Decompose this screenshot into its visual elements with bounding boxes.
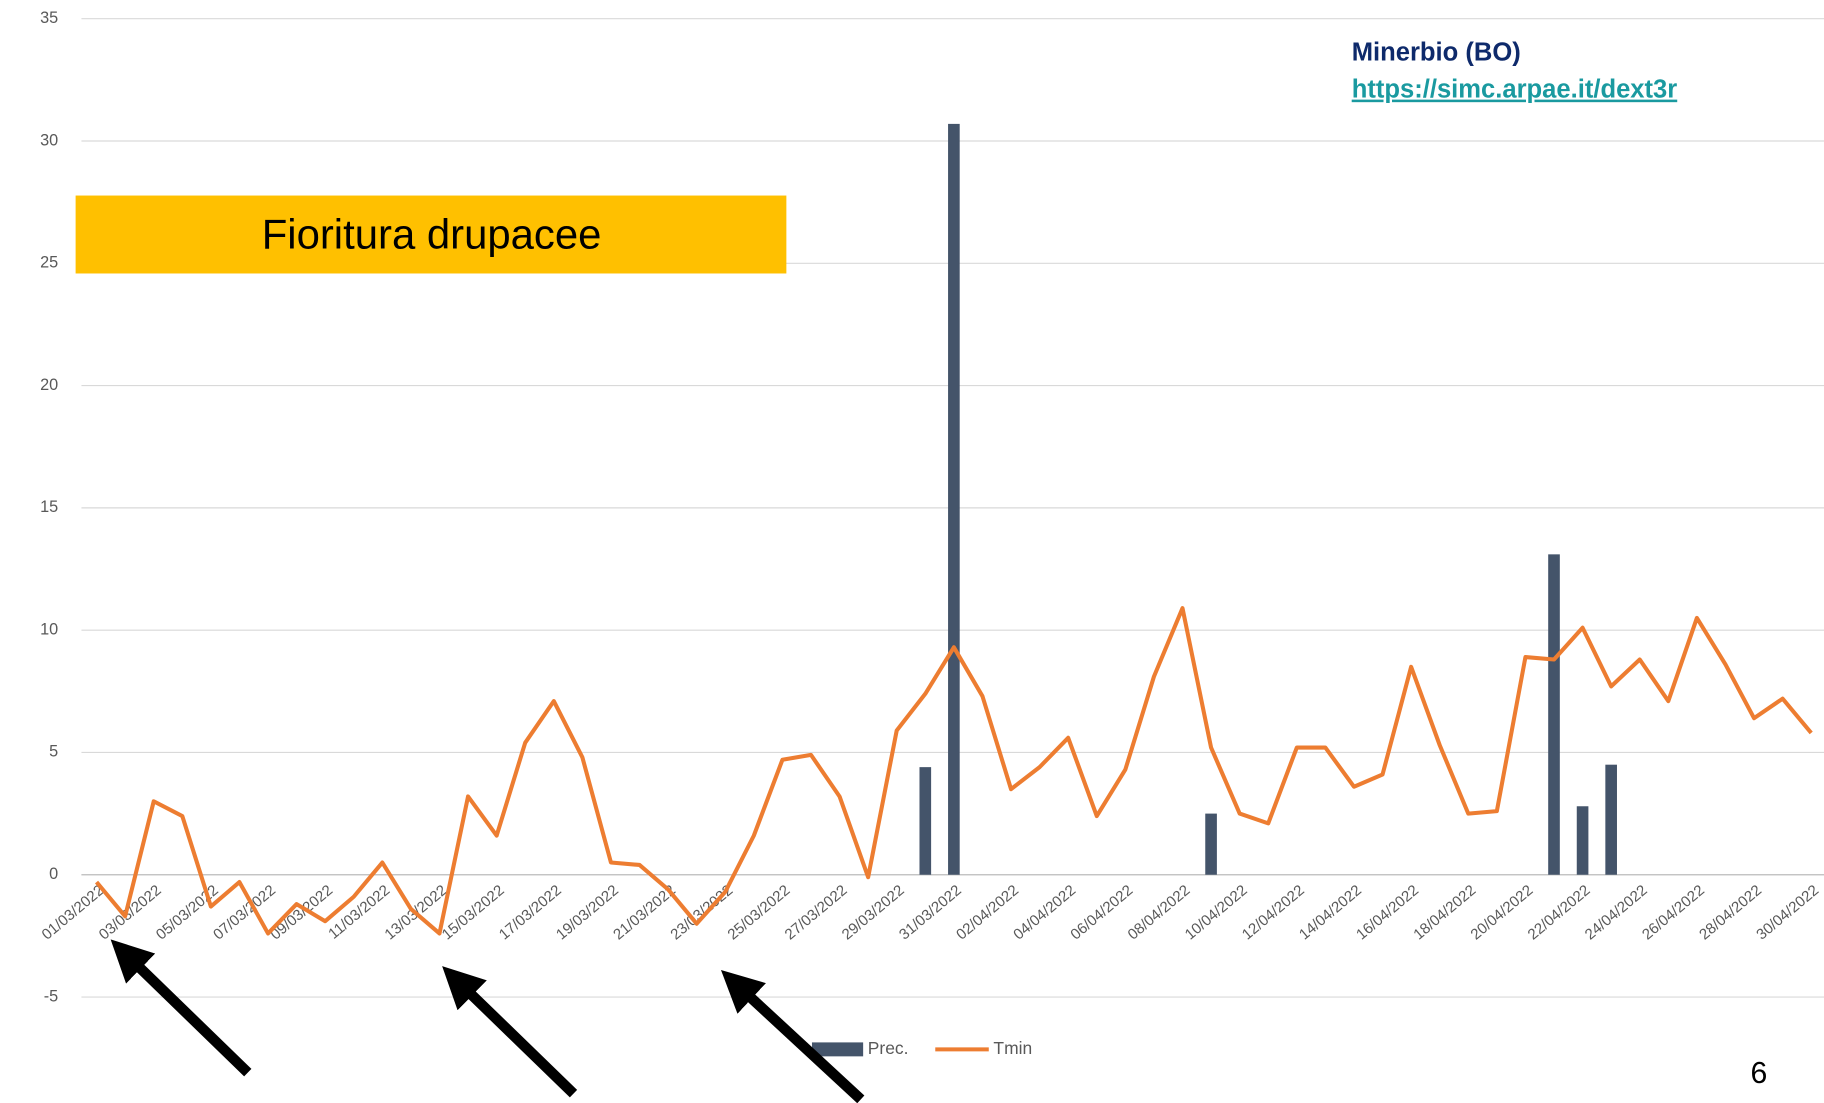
x-tick-label: 22/04/2022	[1525, 882, 1594, 944]
x-tick-label: 25/03/2022	[725, 882, 794, 944]
x-tick-label: 09/03/2022	[267, 882, 336, 944]
y-tick-label: 10	[40, 620, 58, 638]
legend-label: Tmin	[993, 1038, 1032, 1058]
bar	[1548, 554, 1560, 875]
x-tick-label: 06/04/2022	[1067, 882, 1136, 944]
arrow	[442, 966, 578, 1098]
y-tick-label: 35	[40, 9, 58, 27]
bar	[1605, 764, 1617, 875]
arrow	[720, 970, 865, 1103]
x-tick-label: 28/04/2022	[1696, 882, 1765, 944]
x-tick-label: 02/04/2022	[953, 882, 1022, 944]
bar	[948, 123, 960, 875]
bar	[1576, 806, 1589, 875]
bar	[1205, 813, 1217, 875]
legend-swatch	[811, 1042, 864, 1057]
plot-area: -50510152025303501/03/202203/03/202205/0…	[39, 9, 1824, 1058]
arrow	[110, 939, 252, 1077]
x-tick-label: 27/03/2022	[782, 882, 851, 944]
x-tick-label: 24/04/2022	[1582, 882, 1651, 944]
legend-label: Prec.	[868, 1038, 909, 1058]
x-tick-label: 29/03/2022	[839, 882, 908, 944]
x-tick-label: 30/04/2022	[1753, 882, 1822, 944]
y-tick-label: 5	[49, 743, 58, 761]
source-link[interactable]: https://simc.arpae.it/dext3r	[1352, 76, 1678, 104]
y-tick-label: 30	[40, 131, 58, 149]
x-tick-label: 04/04/2022	[1010, 882, 1079, 944]
y-tick-label: 0	[49, 865, 58, 883]
y-tick-label: 25	[40, 254, 58, 272]
x-tick-label: 31/03/2022	[896, 882, 965, 944]
annotation: Fioritura drupacee	[262, 210, 602, 257]
bar	[919, 767, 932, 875]
x-tick-label: 17/03/2022	[496, 882, 565, 944]
page-number: 6	[1750, 1057, 1767, 1090]
x-tick-label: 05/03/2022	[153, 882, 222, 944]
x-tick-label: 20/04/2022	[1468, 882, 1537, 944]
x-tick-label: 01/03/2022	[39, 882, 108, 944]
x-tick-label: 19/03/2022	[553, 882, 622, 944]
x-tick-label: 12/04/2022	[1239, 882, 1308, 944]
y-tick-label: 15	[40, 498, 58, 516]
x-tick-label: 14/04/2022	[1296, 882, 1365, 944]
x-tick-label: 10/04/2022	[1182, 882, 1251, 944]
y-tick-label: 20	[40, 376, 58, 394]
x-tick-label: 08/04/2022	[1125, 882, 1194, 944]
x-tick-label: 18/04/2022	[1410, 882, 1479, 944]
x-tick-label: 16/04/2022	[1353, 882, 1422, 944]
x-tick-label: 26/04/2022	[1639, 882, 1708, 944]
y-tick-label: -5	[44, 987, 58, 1005]
station-label: Minerbio (BO)	[1352, 38, 1521, 66]
line	[94, 606, 1813, 936]
annotation-box	[75, 195, 787, 274]
